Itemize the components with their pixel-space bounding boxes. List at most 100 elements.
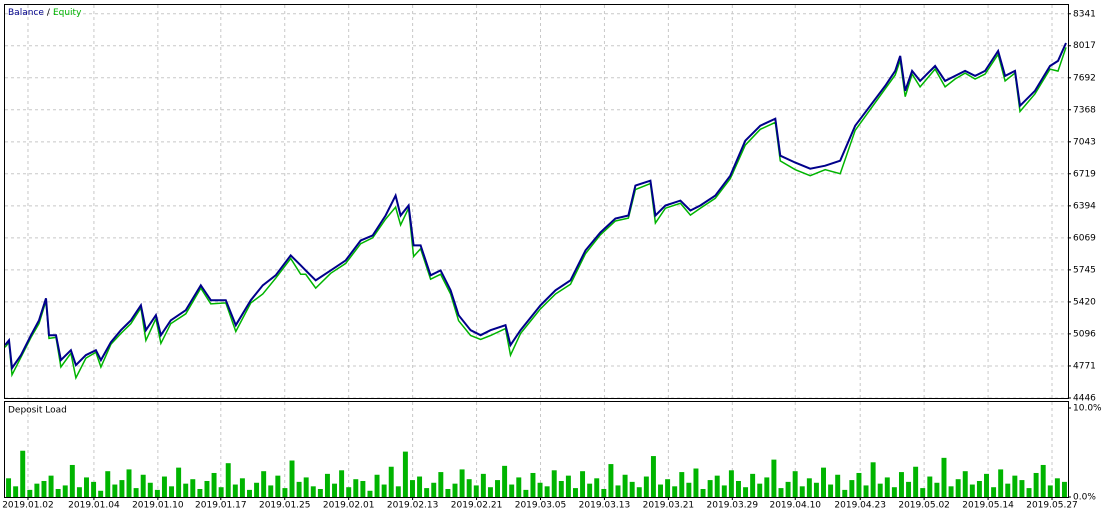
bar bbox=[884, 477, 890, 497]
bar bbox=[906, 481, 912, 497]
y-tick-label: 7368 bbox=[1073, 105, 1096, 115]
bar bbox=[842, 489, 848, 497]
bar bbox=[452, 483, 458, 497]
y-tick-label: 6719 bbox=[1073, 169, 1096, 179]
bar bbox=[643, 476, 649, 497]
bar bbox=[835, 474, 841, 497]
bar bbox=[877, 483, 883, 497]
bar bbox=[431, 482, 437, 497]
bar bbox=[133, 488, 139, 497]
bar bbox=[424, 488, 430, 497]
bar bbox=[771, 459, 777, 497]
bar bbox=[289, 460, 295, 497]
bar bbox=[785, 481, 791, 497]
bar bbox=[870, 462, 876, 497]
bar bbox=[764, 477, 770, 497]
bar bbox=[105, 471, 111, 497]
bar bbox=[984, 473, 989, 497]
legend: Balance / Equity bbox=[8, 8, 82, 18]
bar bbox=[778, 488, 784, 497]
bar bbox=[367, 490, 373, 497]
bar bbox=[204, 480, 210, 497]
bar bbox=[565, 475, 571, 497]
x-tick-label: 2019.04.23 bbox=[834, 501, 886, 511]
y-tick-label: 6394 bbox=[1073, 201, 1096, 211]
bar bbox=[658, 484, 663, 497]
bar bbox=[324, 473, 330, 497]
x-tick-label: 2019.01.10 bbox=[132, 501, 184, 511]
bar bbox=[608, 464, 614, 497]
bar bbox=[332, 483, 338, 497]
bar bbox=[48, 475, 54, 497]
bar bbox=[1040, 464, 1046, 497]
x-tick-label: 2019.05.14 bbox=[962, 501, 1014, 511]
bar bbox=[799, 486, 805, 497]
bar bbox=[976, 480, 982, 497]
bar bbox=[1026, 488, 1032, 497]
bar bbox=[927, 476, 933, 497]
bar bbox=[580, 471, 586, 497]
bar bbox=[218, 487, 224, 497]
bar bbox=[821, 467, 826, 497]
bar bbox=[594, 478, 600, 497]
bar bbox=[438, 472, 444, 497]
bar bbox=[941, 457, 947, 497]
bar bbox=[806, 478, 812, 497]
bar bbox=[69, 464, 75, 497]
bar bbox=[934, 482, 940, 497]
bar bbox=[913, 466, 919, 497]
bar bbox=[587, 483, 593, 497]
load-title: Deposit Load bbox=[8, 406, 67, 416]
bar bbox=[792, 471, 798, 497]
bar bbox=[743, 487, 749, 497]
bar bbox=[381, 484, 387, 497]
bar bbox=[679, 472, 685, 497]
bar bbox=[948, 486, 954, 497]
x-tick-label: 2019.05.27 bbox=[1026, 501, 1078, 511]
bar bbox=[558, 480, 564, 497]
bar bbox=[849, 480, 855, 497]
bar bbox=[41, 480, 47, 497]
bar bbox=[6, 478, 12, 497]
bar bbox=[530, 472, 536, 497]
main-frame bbox=[4, 4, 1069, 399]
x-tick-label: 2019.02.01 bbox=[323, 501, 375, 511]
bar bbox=[969, 484, 975, 497]
bar bbox=[161, 476, 167, 497]
bar bbox=[247, 489, 252, 497]
bar bbox=[601, 488, 607, 497]
bar bbox=[275, 475, 281, 497]
load-frame bbox=[4, 401, 1069, 498]
bar bbox=[665, 479, 671, 497]
bar bbox=[1012, 475, 1018, 497]
bar bbox=[147, 482, 153, 497]
bar bbox=[1005, 483, 1011, 497]
y-tick-label: 8017 bbox=[1073, 41, 1096, 51]
bar bbox=[572, 488, 578, 497]
bar bbox=[254, 482, 260, 497]
bar bbox=[707, 480, 713, 497]
x-tick-label: 2019.02.13 bbox=[387, 501, 439, 511]
bar bbox=[176, 467, 182, 497]
bar bbox=[190, 479, 196, 497]
y-tick-label: 10.0% bbox=[1073, 404, 1102, 414]
y-tick-label: 5420 bbox=[1073, 297, 1096, 307]
legend-equity: Equity bbox=[53, 8, 82, 18]
bar bbox=[693, 468, 699, 497]
bar bbox=[920, 488, 926, 497]
bar bbox=[622, 474, 628, 497]
legend-balance: Balance bbox=[8, 8, 44, 18]
bar bbox=[119, 480, 125, 497]
bar bbox=[1061, 481, 1067, 497]
x-tick-label: 2019.03.13 bbox=[579, 501, 631, 511]
bar bbox=[636, 487, 642, 497]
bar bbox=[353, 479, 359, 497]
x-tick-label: 2019.01.04 bbox=[68, 501, 120, 511]
x-tick-label: 2019.01.17 bbox=[195, 501, 247, 511]
y-tick-label: 4771 bbox=[1073, 361, 1096, 371]
x-tick-label: 2019.02.21 bbox=[451, 501, 503, 511]
bar bbox=[197, 488, 203, 497]
bar bbox=[140, 474, 146, 497]
bar bbox=[615, 485, 621, 497]
